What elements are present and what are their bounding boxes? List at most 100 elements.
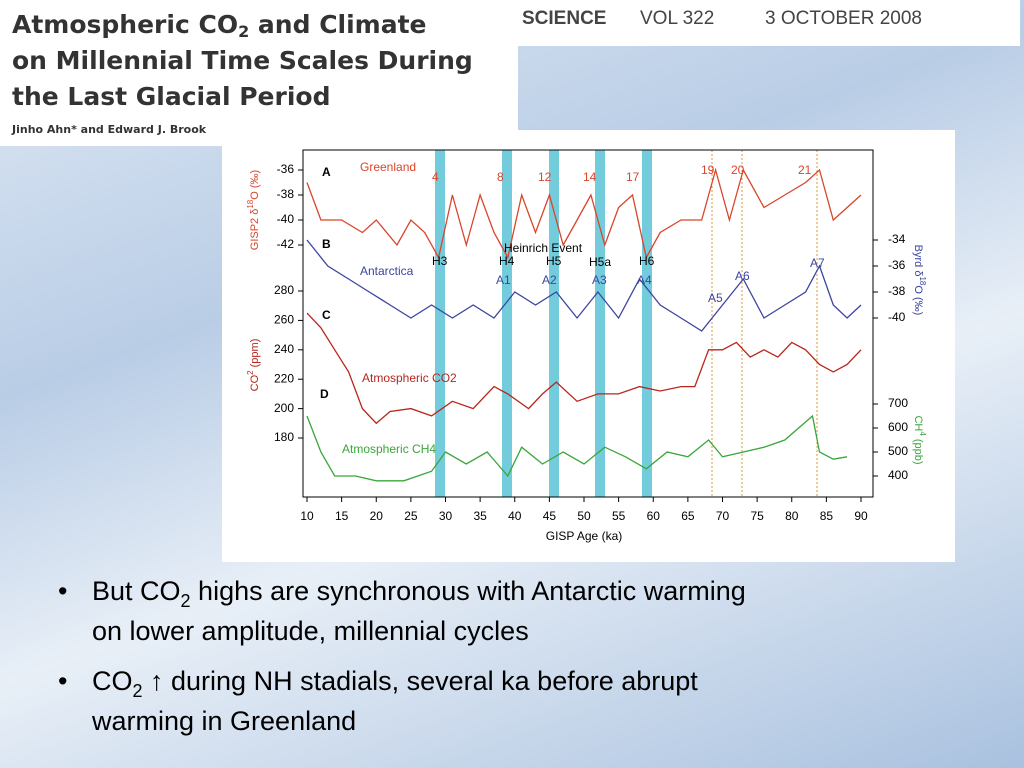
heinrich-label: H5a xyxy=(589,255,611,269)
interstadial-label: 14 xyxy=(583,170,597,184)
y-tick-label: 400 xyxy=(888,468,908,482)
a-label: A4 xyxy=(637,273,652,287)
axis-label-part: 4 xyxy=(918,431,927,436)
x-tick-label: 55 xyxy=(612,509,626,523)
figure: 10 15 20 25 30 35 40 45 50 55 60 65 70 75 80 85 90 GISP A… xyxy=(246,149,927,543)
interstadial-label: 4 xyxy=(432,170,439,184)
y-tick-label: 240 xyxy=(274,342,294,356)
series-line xyxy=(306,239,862,332)
bullet-text: But CO xyxy=(92,576,181,606)
a-label: A1 xyxy=(496,273,511,287)
figure-box xyxy=(222,130,955,562)
interstadial-label: 8 xyxy=(497,170,504,184)
bullets: • But CO2 highs are synchronous with Ant… xyxy=(58,576,746,736)
y-tick-label: 220 xyxy=(274,371,294,385)
heinrich-label: H5 xyxy=(546,254,562,268)
axis-label-part: GISP2 δ xyxy=(249,209,261,251)
y-tick-label: 180 xyxy=(274,430,294,444)
title-text: Atmospheric CO xyxy=(12,10,238,39)
bullet-line: on lower amplitude, millennial cycles xyxy=(92,616,529,646)
a-label: A3 xyxy=(592,273,607,287)
axis-label-part: (ppm) xyxy=(249,339,261,371)
panel-label: D xyxy=(320,387,329,401)
x-tick-label: 45 xyxy=(543,509,557,523)
bullet-text: highs are synchronous with Antarctic war… xyxy=(191,576,746,606)
interstadial-label: 20 xyxy=(731,163,745,177)
x-tick-label: 30 xyxy=(439,509,453,523)
header-box xyxy=(0,0,518,146)
x-tick-label: 75 xyxy=(750,509,764,523)
x-tick-label: 15 xyxy=(335,509,349,523)
axis-label-part: 18 xyxy=(246,199,255,208)
interstadial-label: 21 xyxy=(798,163,812,177)
bullet-text: CO xyxy=(92,666,133,696)
interstadial-label: 19 xyxy=(701,163,715,177)
series-line xyxy=(306,414,848,482)
x-tick-label: 65 xyxy=(681,509,695,523)
authors: Jinho Ahn* and Edward J. Brook xyxy=(11,123,207,136)
bullet-line: But CO2 highs are synchronous with Antar… xyxy=(92,576,746,611)
axis-label-part: Byrd δ xyxy=(912,245,924,277)
bullet-sub: 2 xyxy=(181,591,191,611)
title-text: and Climate xyxy=(249,10,426,39)
y-tick-label: -38 xyxy=(888,284,906,298)
journal-box xyxy=(518,0,1020,46)
panel-label: C xyxy=(322,308,331,322)
axis-label-part: O (‰) xyxy=(912,285,924,315)
series-line xyxy=(306,167,862,260)
heinrich-band xyxy=(502,150,512,497)
x-axis-label: GISP Age (ka) xyxy=(546,529,622,543)
a-label: A2 xyxy=(542,273,557,287)
date: 3 OCTOBER 2008 xyxy=(765,8,922,29)
bullet-line: warming in Greenland xyxy=(91,706,356,736)
series-name: Greenland xyxy=(360,160,416,174)
x-tick-label: 25 xyxy=(404,509,418,523)
heinrich-label: H3 xyxy=(432,254,448,268)
axis-label-part: 18 xyxy=(918,276,927,285)
y-tick-label: 200 xyxy=(274,401,294,415)
title-sub: 2 xyxy=(238,22,249,41)
x-tick-label: 35 xyxy=(473,509,487,523)
panel-label: A xyxy=(322,165,331,179)
y-tick-label: -42 xyxy=(277,237,295,251)
y-tick-label: -38 xyxy=(277,187,295,201)
x-tick-label: 50 xyxy=(577,509,591,523)
y-tick-label: -34 xyxy=(888,232,906,246)
bullet-line: CO2 ↑ during NH stadials, several ka bef… xyxy=(92,666,698,701)
a-label: A6 xyxy=(735,269,750,283)
y-tick-label: 260 xyxy=(274,313,294,327)
interstadial-label: 17 xyxy=(626,170,640,184)
x-tick-label: 40 xyxy=(508,509,522,523)
series-name: Atmospheric CH4 xyxy=(342,442,436,456)
y-tick-label: -36 xyxy=(277,162,295,176)
x-tick-label: 20 xyxy=(370,509,384,523)
y-tick-label: 500 xyxy=(888,444,908,458)
title-line: on Millennial Time Scales During xyxy=(12,46,473,75)
series-line xyxy=(306,312,862,425)
heinrich-band xyxy=(595,150,605,497)
axis-label-part: CO xyxy=(249,374,261,391)
axis-label-part: CH xyxy=(912,415,924,431)
a-label: A5 xyxy=(708,291,723,305)
series-name: Atmospheric CO2 xyxy=(362,371,457,385)
axis-label: CH4 (ppb) xyxy=(912,415,927,464)
axis-label: GISP2 δ18O (‰) xyxy=(246,170,261,250)
panel-label: B xyxy=(322,237,331,251)
figure-labels: Heinrich Event H3 H4 H5 H5a H6 4 8 12 14… xyxy=(432,163,825,305)
axis-label: CO2 (ppm) xyxy=(246,339,261,392)
heinrich-band xyxy=(435,150,445,497)
x-tick-label: 80 xyxy=(785,509,799,523)
title-line: the Last Glacial Period xyxy=(12,82,330,111)
bullet-dot: • xyxy=(58,666,67,696)
y-tick-label: 280 xyxy=(274,283,294,297)
x-tick-label: 10 xyxy=(300,509,314,523)
x-tick-label: 90 xyxy=(854,509,868,523)
bullet-text: ↑ during NH stadials, several ka before … xyxy=(143,666,699,696)
interstadial-label: 12 xyxy=(538,170,552,184)
y-tick-label: 600 xyxy=(888,420,908,434)
event-title: Heinrich Event xyxy=(504,241,583,255)
journal: SCIENCE xyxy=(522,8,606,29)
x-tick-label: 60 xyxy=(647,509,661,523)
y-tick-label: -40 xyxy=(277,212,295,226)
